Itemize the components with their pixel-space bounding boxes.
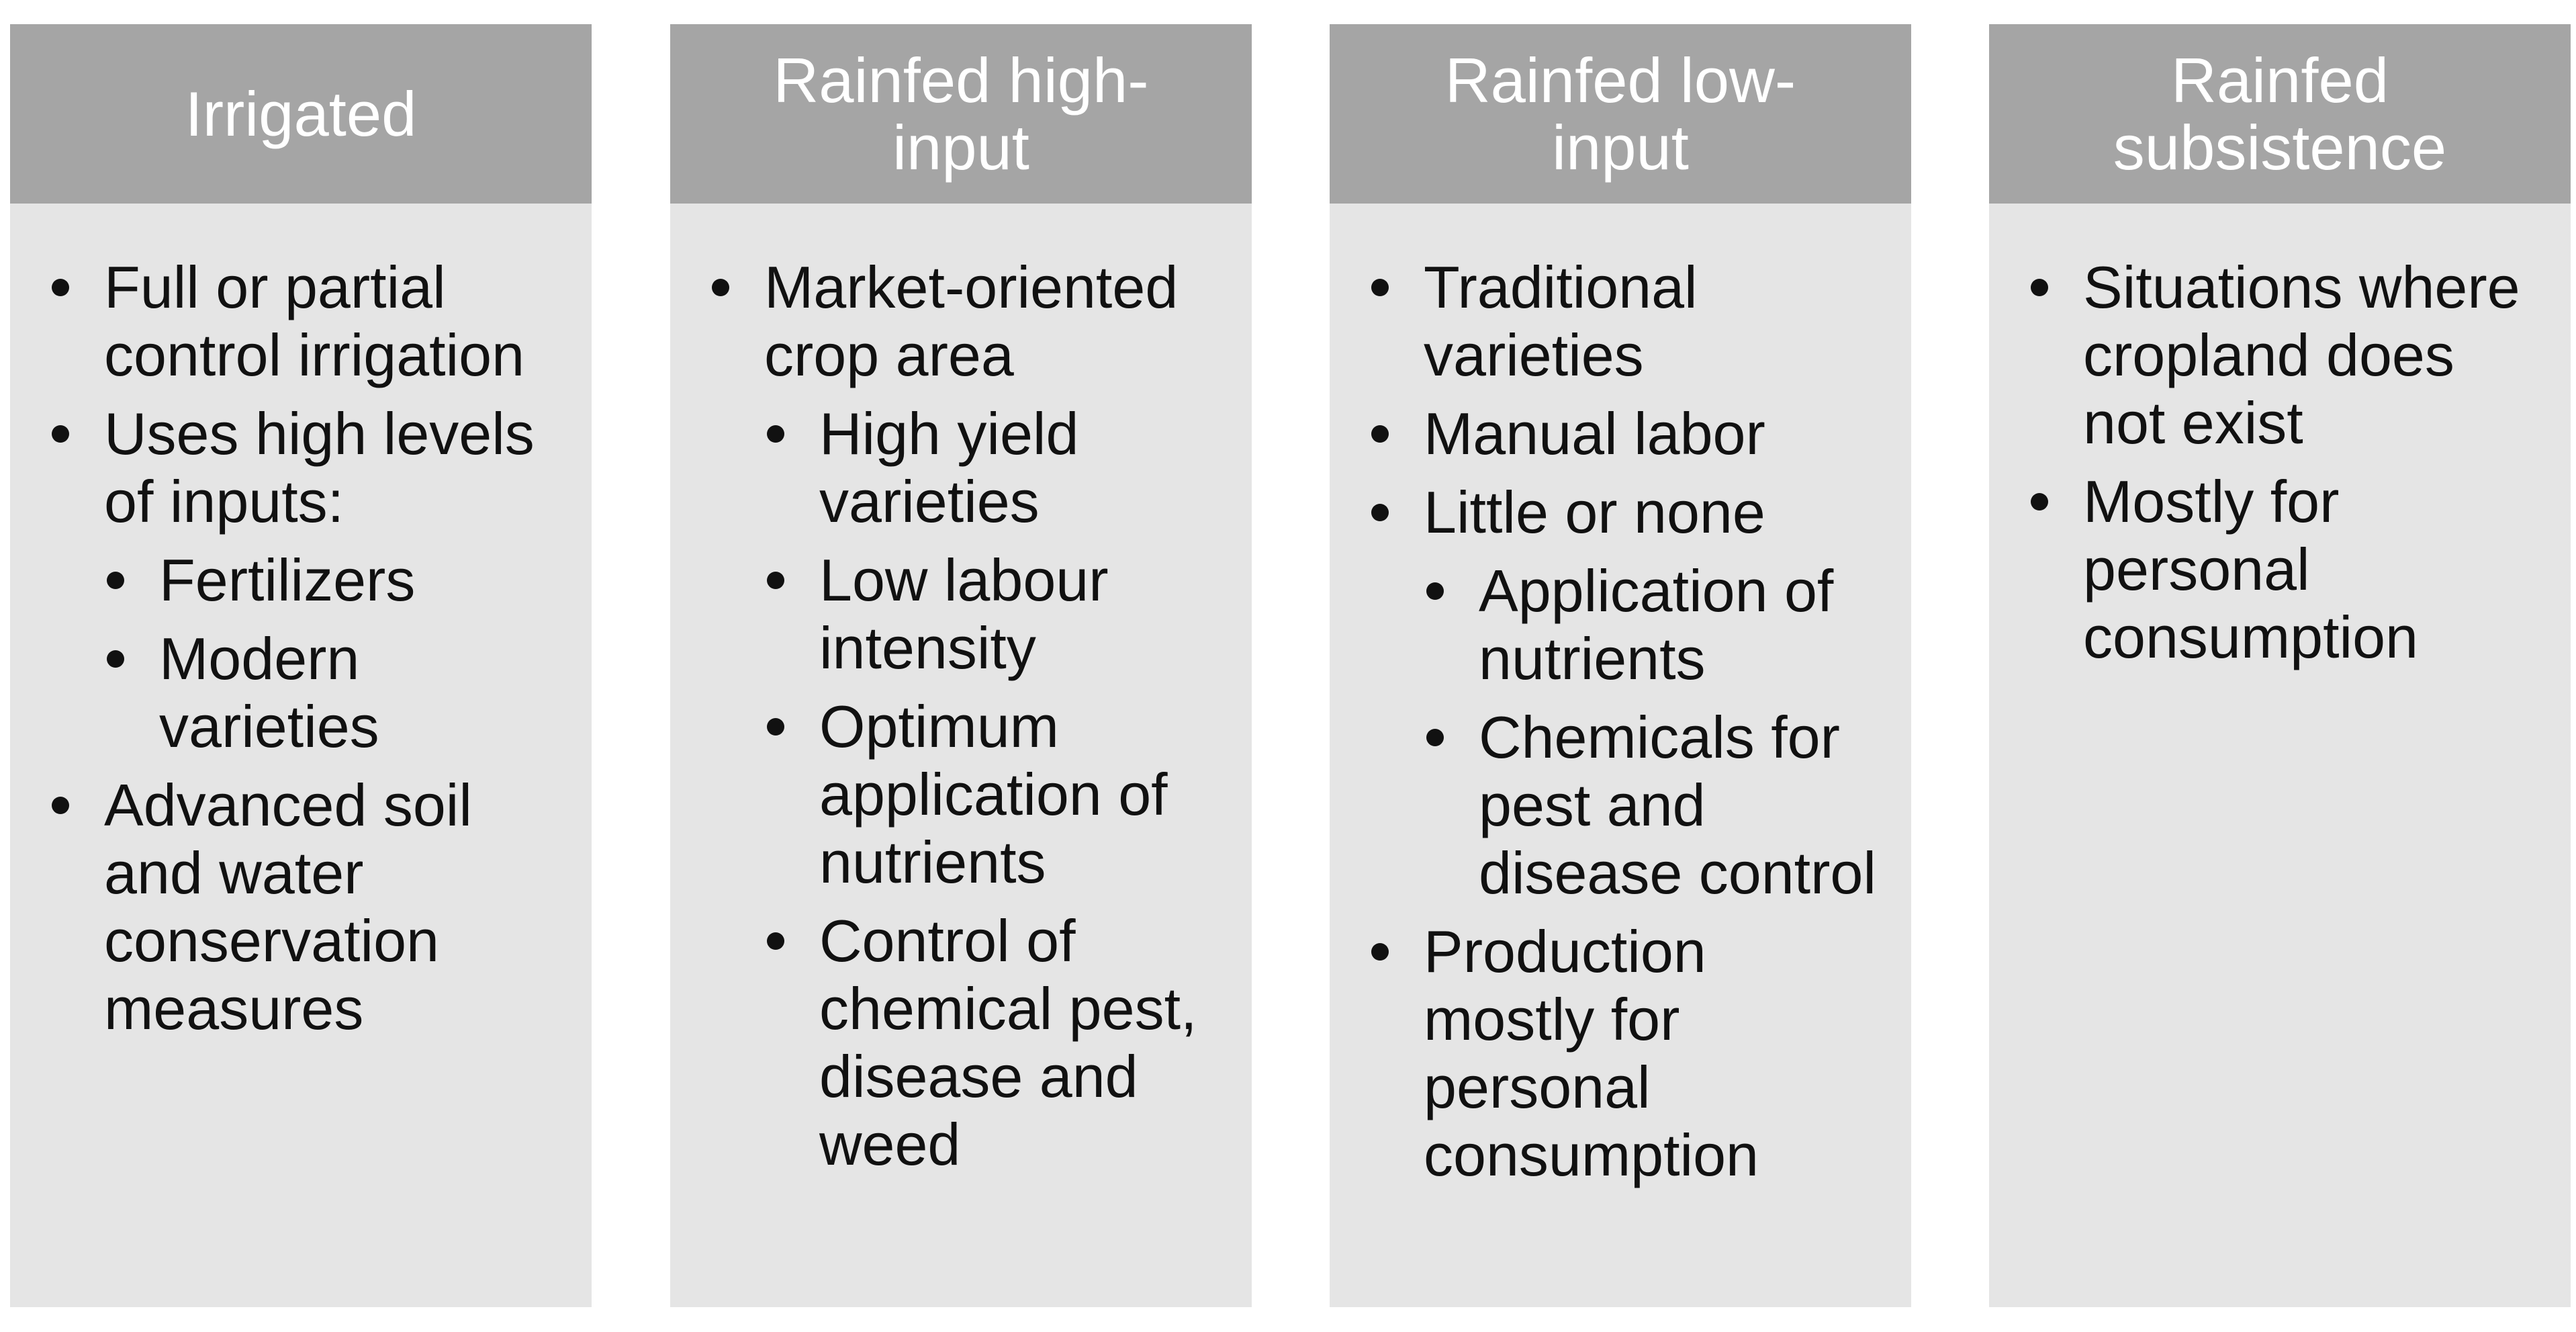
bullet-icon bbox=[1371, 279, 1389, 296]
column-body: Market-oriented crop area High yield var… bbox=[670, 204, 1252, 1178]
sub-list-item: Application of nutrients bbox=[1424, 557, 1891, 693]
list-item: Market-oriented crop area High yield var… bbox=[709, 253, 1232, 1178]
sub-list-item: Modern varieties bbox=[104, 625, 571, 760]
bullet-icon bbox=[2031, 493, 2048, 510]
list-item-text: Mostly for personal consumption bbox=[2083, 468, 2418, 670]
sub-list-item-text: Application of nutrients bbox=[1479, 558, 1834, 692]
list-item-text: Production mostly for personal consumpti… bbox=[1424, 918, 1759, 1188]
column-rainfed-low-input: Rainfed low-input Traditional varieties … bbox=[1330, 24, 1911, 1307]
list-item-text: Manual labor bbox=[1424, 400, 1765, 467]
list-item: Manual labor bbox=[1369, 400, 1891, 468]
column-header: Irrigated bbox=[10, 24, 592, 204]
column-rainfed-high-input: Rainfed high-input Market-oriented crop … bbox=[670, 24, 1252, 1307]
list-item: Full or partial control irrigation bbox=[49, 253, 571, 389]
sub-bullet-list: Application of nutrients Chemicals for p… bbox=[1424, 557, 1891, 907]
sub-list-item-text: Control of chemical pest, disease and we… bbox=[819, 907, 1197, 1178]
sub-list-item-text: Chemicals for pest and disease control bbox=[1479, 704, 1876, 906]
column-header-label: Rainfed high-input bbox=[773, 44, 1149, 183]
list-item: Situations where cropland does not exist bbox=[2028, 253, 2550, 457]
sub-list-item: High yield varieties bbox=[764, 400, 1232, 535]
bullet-icon bbox=[712, 279, 729, 296]
sub-list-item-text: Fertilizers bbox=[159, 547, 416, 613]
bullet-list: Traditional varieties Manual labor Littl… bbox=[1369, 253, 1891, 1189]
list-item: Mostly for personal consumption bbox=[2028, 468, 2550, 671]
sub-list-item-text: Modern varieties bbox=[159, 625, 379, 760]
bullet-list: Full or partial control irrigation Uses … bbox=[49, 253, 571, 1042]
bullet-icon bbox=[107, 650, 124, 668]
sub-list-item-text: High yield varieties bbox=[819, 400, 1079, 535]
column-irrigated: Irrigated Full or partial control irriga… bbox=[10, 24, 592, 1307]
list-item: Advanced soil and water conservation mea… bbox=[49, 771, 571, 1042]
column-header: Rainfed low-input bbox=[1330, 24, 1911, 204]
bullet-icon bbox=[2031, 279, 2048, 296]
column-header: Rainfed subsistence bbox=[1989, 24, 2571, 204]
list-item: Production mostly for personal consumpti… bbox=[1369, 918, 1891, 1189]
column-body: Situations where cropland does not exist… bbox=[1989, 204, 2571, 671]
list-item-text: Advanced soil and water conservation mea… bbox=[104, 772, 472, 1042]
list-item-text: Situations where cropland does not exist bbox=[2083, 254, 2520, 456]
column-body: Full or partial control irrigation Uses … bbox=[10, 204, 592, 1042]
bullet-icon bbox=[107, 572, 124, 589]
list-item-text: Full or partial control irrigation bbox=[104, 254, 525, 388]
list-item-text: Traditional varieties bbox=[1424, 254, 1698, 388]
bullet-icon bbox=[767, 425, 784, 443]
list-item-text: Market-oriented crop area bbox=[764, 254, 1179, 388]
bullet-icon bbox=[1426, 729, 1444, 746]
bullet-list: Market-oriented crop area High yield var… bbox=[709, 253, 1232, 1178]
bullet-icon bbox=[1371, 504, 1389, 521]
list-item-text: Uses high levels of inputs: bbox=[104, 400, 535, 535]
sub-list-item: Control of chemical pest, disease and we… bbox=[764, 907, 1232, 1178]
sub-bullet-list: Fertilizers Modern varieties bbox=[104, 546, 571, 760]
sub-list-item: Chemicals for pest and disease control bbox=[1424, 703, 1891, 907]
list-item: Traditional varieties bbox=[1369, 253, 1891, 389]
sub-list-item: Low labour intensity bbox=[764, 546, 1232, 682]
column-body: Traditional varieties Manual labor Littl… bbox=[1330, 204, 1911, 1189]
column-header-label: Irrigated bbox=[185, 78, 417, 149]
column-rainfed-subsistence: Rainfed subsistence Situations where cro… bbox=[1989, 24, 2571, 1307]
sub-list-item-text: Low labour intensity bbox=[819, 547, 1109, 681]
bullet-icon bbox=[1371, 943, 1389, 961]
list-item-text: Little or none bbox=[1424, 479, 1765, 545]
column-header-label: Rainfed subsistence bbox=[2113, 44, 2447, 183]
bullet-icon bbox=[767, 932, 784, 950]
column-header: Rainfed high-input bbox=[670, 24, 1252, 204]
sub-list-item: Optimum application of nutrients bbox=[764, 693, 1232, 896]
list-item: Uses high levels of inputs: Fertilizers … bbox=[49, 400, 571, 760]
sub-list-item: Fertilizers bbox=[104, 546, 571, 614]
list-item: Little or none Application of nutrients … bbox=[1369, 478, 1891, 907]
bullet-icon bbox=[767, 718, 784, 736]
sub-bullet-list: High yield varieties Low labour intensit… bbox=[764, 400, 1232, 1178]
bullet-list: Situations where cropland does not exist… bbox=[2028, 253, 2550, 671]
bullet-icon bbox=[52, 797, 69, 814]
column-header-label: Rainfed low-input bbox=[1444, 44, 1796, 183]
bullet-icon bbox=[1426, 582, 1444, 600]
bullet-icon bbox=[52, 425, 69, 443]
bullet-icon bbox=[52, 279, 69, 296]
bullet-icon bbox=[767, 572, 784, 589]
sub-list-item-text: Optimum application of nutrients bbox=[819, 693, 1168, 895]
bullet-icon bbox=[1371, 425, 1389, 443]
